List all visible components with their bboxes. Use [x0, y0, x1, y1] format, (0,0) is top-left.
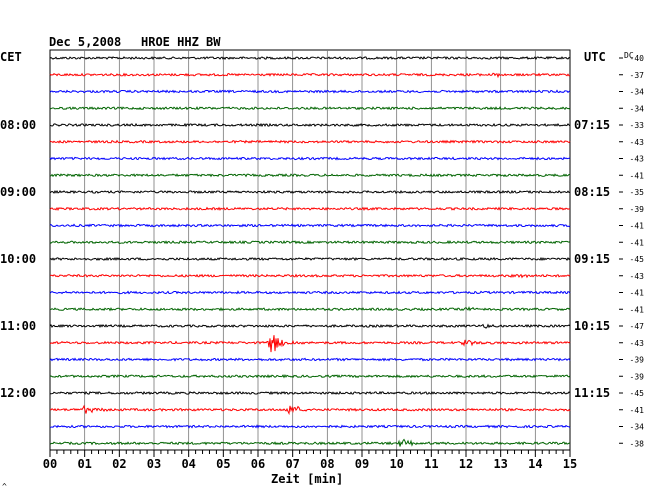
- x-tick-label: 12: [459, 457, 473, 471]
- trace-21: [49, 404, 571, 416]
- dc-offset-label: -43: [630, 339, 645, 348]
- x-tick-label: 09: [355, 457, 369, 471]
- dc-offset-label: -40: [630, 54, 645, 63]
- trace-15: [49, 306, 571, 312]
- trace-9: [49, 206, 571, 211]
- trace-22: [49, 424, 571, 429]
- left-hour-label: 12:00: [0, 386, 36, 400]
- right-hour-label: 09:15: [574, 252, 610, 266]
- trace-14: [49, 290, 571, 295]
- right-hour-label: 08:15: [574, 185, 610, 199]
- trace-10: [49, 223, 571, 228]
- left-hour-label: 08:00: [0, 118, 36, 132]
- trace-23: [49, 438, 571, 447]
- trace-18: [49, 357, 571, 362]
- dc-offset-label: -39: [630, 205, 645, 214]
- left-hour-label: 11:00: [0, 319, 36, 333]
- x-tick-label: 15: [563, 457, 577, 471]
- trace-6: [49, 156, 571, 161]
- trace-3: [49, 106, 571, 111]
- x-tick-label: 02: [112, 457, 126, 471]
- left-hour-label: 09:00: [0, 185, 36, 199]
- x-tick-label: 07: [285, 457, 299, 471]
- left-hour-label: 10:00: [0, 252, 36, 266]
- dc-offset-label: -39: [630, 372, 645, 381]
- dc-offset-label: -34: [630, 88, 645, 97]
- x-tick-label: 11: [424, 457, 438, 471]
- trace-7: [49, 173, 571, 178]
- chart-date: Dec 5,2008: [49, 35, 121, 49]
- x-axis: 00 01 02 03 04 05 06 07 08 09 10 11 12 13 14 15: [43, 449, 577, 471]
- dc-offset-label: -35: [630, 188, 645, 197]
- right-hour-label: 11:15: [574, 386, 610, 400]
- dc-offset-label: -41: [630, 406, 645, 415]
- trace-5: [49, 139, 571, 144]
- trace-20: [49, 390, 571, 396]
- trace-11: [49, 240, 571, 245]
- dc-offset-label: -41: [630, 289, 645, 298]
- right-hour-label: 10:15: [574, 319, 610, 333]
- trace-2: [49, 89, 571, 94]
- dc-offset-label: -41: [630, 171, 645, 180]
- x-tick-label: 05: [216, 457, 230, 471]
- dc-offset-label: -34: [630, 104, 645, 113]
- dc-offset-label: -33: [630, 121, 645, 130]
- x-tick-label: 08: [320, 457, 334, 471]
- dc-offset-label: -34: [630, 423, 645, 432]
- chart-station: HROE HHZ BW: [141, 35, 221, 49]
- trace-16: [49, 323, 571, 329]
- left-timezone: CET: [0, 50, 22, 64]
- x-tick-label: 01: [77, 457, 91, 471]
- trace-19: [49, 374, 571, 379]
- trace-layer: [49, 56, 571, 447]
- x-tick-label: 14: [528, 457, 542, 471]
- plot-frame: [49, 49, 571, 451]
- x-axis-label: Zeit [min]: [271, 472, 343, 486]
- dc-offset-label: -47: [630, 322, 645, 331]
- x-tick-label: 13: [493, 457, 507, 471]
- trace-1: [49, 72, 571, 79]
- x-tick-label: 00: [43, 457, 57, 471]
- dc-offset-label: -37: [630, 71, 645, 80]
- x-tick-label: 03: [147, 457, 161, 471]
- trace-0: [49, 56, 571, 61]
- trace-8: [49, 189, 571, 195]
- dc-offset-label: -41: [630, 305, 645, 314]
- right-hour-label: 07:15: [574, 118, 610, 132]
- trace-17: [49, 335, 571, 353]
- dc-offset-label: -43: [630, 272, 645, 281]
- trace-13: [49, 273, 571, 279]
- trace-4: [49, 122, 571, 128]
- corner-mark: ^: [2, 482, 7, 491]
- dc-offset-label: -41: [630, 238, 645, 247]
- dc-offset-label: -43: [630, 138, 645, 147]
- x-tick-label: 10: [389, 457, 403, 471]
- trace-12: [49, 256, 571, 262]
- right-timezone: UTC: [584, 50, 606, 64]
- labels: 08:00 07:15 09:00 08:15 10:00 09:15 11:00 10:15…: [0, 54, 644, 448]
- dc-offset-label: -41: [630, 222, 645, 231]
- dc-offset-label: -39: [630, 356, 645, 365]
- dc-offset-label: -45: [630, 389, 645, 398]
- dc-offset-label: -45: [630, 255, 645, 264]
- x-tick-label: 06: [251, 457, 265, 471]
- x-tick-label: 04: [181, 457, 195, 471]
- dc-offset-label: -43: [630, 155, 645, 164]
- grid: [49, 49, 571, 451]
- dc-offset-label: -38: [630, 439, 645, 448]
- dc-label: DC: [624, 51, 634, 60]
